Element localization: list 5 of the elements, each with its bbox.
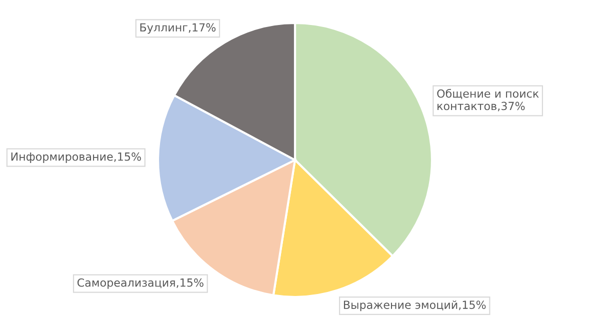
slice-label: Выражение эмоций,15% bbox=[344, 300, 486, 312]
slice-label: Буллинг,17% bbox=[140, 23, 216, 34]
slice-label: Общение и поиск контактов,37% bbox=[437, 88, 539, 112]
slice-label: Информирование,15% bbox=[11, 152, 141, 163]
slice-label: Самореализация,15% bbox=[77, 278, 204, 289]
